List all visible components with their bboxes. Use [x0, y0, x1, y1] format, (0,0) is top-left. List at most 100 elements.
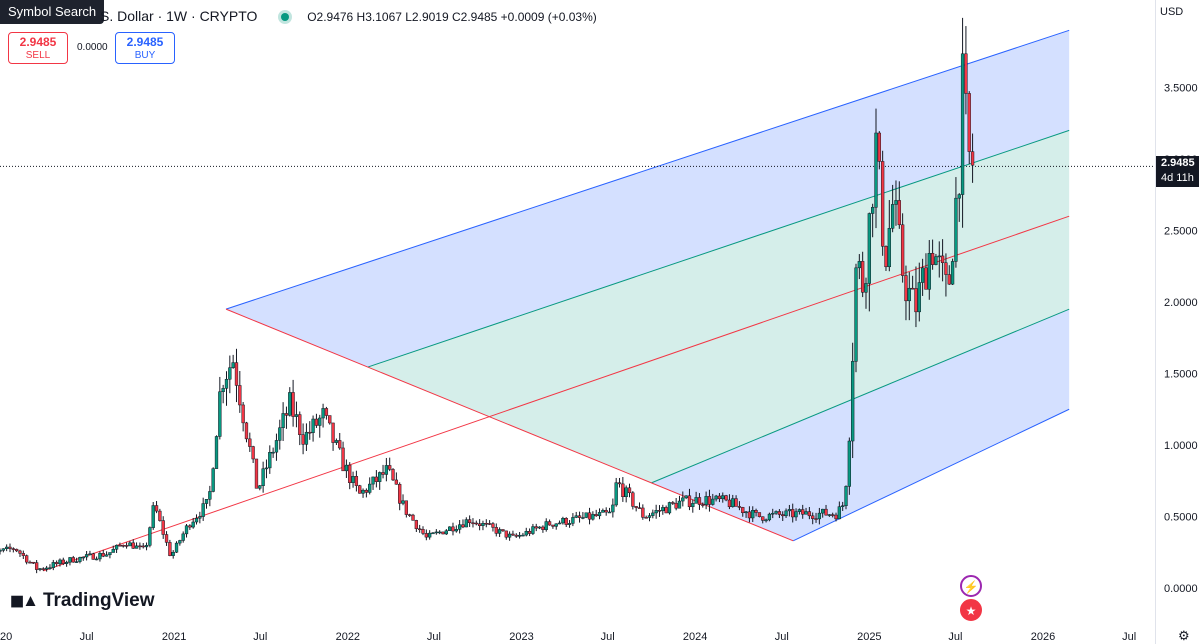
- candle-body: [261, 468, 265, 486]
- candle-body: [328, 415, 332, 424]
- price-tick-label: 1.0000: [1164, 440, 1198, 452]
- candle-body: [617, 482, 622, 485]
- candle-body: [118, 544, 122, 547]
- candle-body: [751, 510, 755, 519]
- candle-body: [68, 557, 72, 563]
- candle-body: [324, 408, 329, 416]
- candle-body: [761, 516, 765, 521]
- candle-body: [451, 526, 455, 532]
- time-tick-label: Jul: [601, 631, 615, 643]
- gear-icon[interactable]: ⚙: [1178, 628, 1190, 643]
- candle-body: [551, 524, 555, 527]
- candle-body: [890, 204, 895, 229]
- candle-body: [54, 562, 59, 565]
- candle-body: [747, 511, 752, 519]
- symbol-search-button[interactable]: Symbol Search: [0, 0, 105, 24]
- time-tick-label: Jul: [948, 631, 962, 643]
- candle-body: [691, 503, 695, 508]
- candle-body: [771, 512, 775, 515]
- candle-body: [457, 524, 462, 530]
- candle-body: [591, 514, 595, 520]
- candle-body: [607, 511, 612, 514]
- candle-body: [158, 510, 162, 521]
- price-tick-label: 0.5000: [1164, 512, 1198, 524]
- spread-value: 0.0000: [77, 42, 108, 53]
- candle-body: [631, 492, 635, 507]
- candle-body: [224, 378, 229, 389]
- candle-body: [104, 554, 109, 557]
- candle-body: [81, 556, 85, 559]
- candle-body: [58, 559, 62, 565]
- candle-body: [721, 495, 725, 500]
- candle-body: [71, 557, 75, 563]
- candle-body: [744, 511, 748, 514]
- candle-body: [218, 391, 222, 437]
- candle-body: [141, 545, 145, 548]
- candle-body: [258, 485, 262, 489]
- candle-body: [781, 514, 785, 517]
- candle-body: [491, 523, 495, 528]
- currency-label[interactable]: USD: [1160, 6, 1184, 18]
- candle-body: [418, 528, 422, 531]
- buy-label: BUY: [134, 50, 156, 61]
- candle-body: [5, 546, 9, 549]
- candle-body: [381, 472, 385, 475]
- candle-body: [121, 545, 125, 547]
- candle-body: [861, 261, 865, 293]
- candle-body: [880, 161, 885, 247]
- candle-body: [78, 557, 82, 562]
- candle-body: [198, 516, 202, 519]
- candle-body: [754, 510, 758, 513]
- time-axis[interactable]: 2020 Jul 2021 Jul 2022 Jul 2023 Jul 2024 Jul 2025 J…: [0, 631, 1136, 643]
- candle-body: [201, 503, 205, 517]
- candle-body: [624, 487, 628, 497]
- candle-body: [927, 253, 931, 290]
- candle-body: [268, 452, 272, 469]
- candle-body: [711, 498, 715, 505]
- candle-body: [15, 548, 19, 552]
- tradingview-logo[interactable]: ◼▲ TradingView: [10, 590, 155, 612]
- candle-body: [24, 555, 29, 563]
- candle-body: [51, 562, 55, 568]
- candle-body: [308, 431, 312, 434]
- last-price-tag: 2.9485 4d 11h: [1156, 156, 1199, 187]
- candle-body: [900, 224, 905, 276]
- candle-body: [934, 256, 938, 265]
- candle-body: [64, 561, 69, 564]
- brand-label: TradingView: [42, 590, 155, 611]
- candle-body: [874, 132, 878, 208]
- candle-body: [134, 545, 139, 549]
- candle-body: [571, 517, 575, 524]
- time-tick-label: Jul: [775, 631, 789, 643]
- candle-body: [44, 567, 49, 570]
- candle-body: [74, 561, 79, 563]
- candle-body: [154, 505, 159, 512]
- candle-body: [441, 531, 445, 535]
- candle-body: [677, 500, 682, 509]
- candle-body: [41, 568, 45, 570]
- sparkle-icon[interactable]: ⚡: [960, 575, 982, 597]
- sell-button[interactable]: 2.9485 SELL: [8, 32, 68, 64]
- candle-body: [654, 510, 658, 514]
- candle-body: [537, 526, 542, 529]
- time-tick-label: 2025: [857, 631, 881, 643]
- candle-body: [567, 523, 572, 525]
- candle-body: [940, 255, 945, 263]
- candle-body: [434, 531, 438, 534]
- candle-body: [737, 506, 742, 508]
- candle-body: [844, 486, 848, 506]
- candle-body: [871, 207, 875, 214]
- buy-button[interactable]: 2.9485 BUY: [115, 32, 175, 64]
- candle-body: [228, 367, 232, 380]
- symbol-title[interactable]: S. Dollar · 1W · CRYPTO: [100, 8, 258, 24]
- candle-body: [124, 545, 129, 547]
- candle-body: [851, 361, 855, 442]
- us-flag-icon[interactable]: ★: [960, 599, 982, 621]
- candle-body: [171, 551, 175, 556]
- candle-body: [801, 509, 805, 515]
- candle-body: [174, 542, 179, 553]
- candle-body: [787, 509, 792, 512]
- candle-body: [111, 548, 115, 553]
- candle-body: [304, 431, 309, 445]
